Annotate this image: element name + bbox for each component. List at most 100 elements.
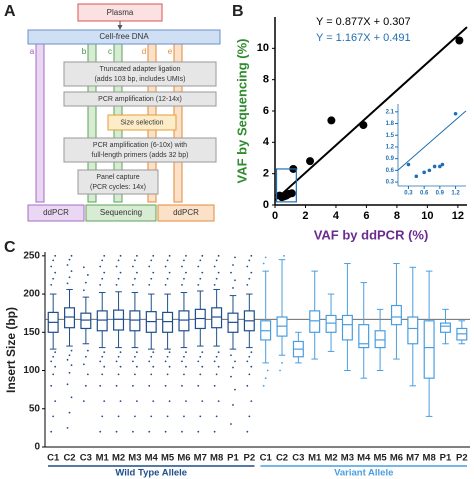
outlier	[134, 373, 136, 376]
lane	[35, 43, 45, 203]
y-tick-label: 1.2	[386, 145, 395, 151]
y-tick-label: 50	[29, 403, 41, 414]
point	[306, 157, 315, 166]
outlier	[246, 430, 249, 433]
point	[406, 162, 411, 167]
outlier	[264, 256, 267, 259]
outlier	[213, 283, 216, 286]
y-tick-label: 10	[257, 42, 269, 54]
outlier	[50, 360, 53, 363]
outlier	[183, 373, 185, 376]
point	[414, 174, 419, 179]
x-tick-label: C1	[260, 453, 273, 464]
x-tick-label: 0.9	[436, 191, 445, 197]
step-label: full-length primers (adds 32 bp)	[92, 152, 189, 159]
x-tick-label: 0.3	[404, 191, 413, 197]
outlier	[246, 283, 249, 286]
x-tick-label: 10	[421, 210, 433, 222]
outlier	[134, 259, 136, 262]
outlier	[99, 283, 102, 286]
x-tick-label: 8	[394, 210, 400, 222]
box	[113, 309, 125, 331]
outlier	[134, 355, 136, 358]
box	[358, 324, 370, 349]
outlier	[148, 360, 151, 363]
outlier	[152, 254, 155, 257]
outlier	[84, 384, 87, 387]
x-tick-label: M3	[128, 453, 141, 464]
outlier	[264, 377, 267, 380]
outlier	[250, 400, 253, 403]
outlier	[262, 384, 265, 387]
x-tick-label: M1	[96, 453, 110, 464]
outlier	[168, 271, 171, 274]
outlier	[68, 276, 71, 279]
outlier	[84, 281, 87, 284]
outlier	[201, 254, 204, 257]
outlier	[183, 355, 185, 358]
outlier	[230, 375, 232, 378]
outlier	[152, 400, 155, 403]
outlier	[234, 360, 236, 363]
outlier	[132, 283, 134, 286]
point	[327, 116, 336, 125]
outlier	[230, 354, 232, 357]
outlier	[181, 283, 183, 286]
outlier	[199, 355, 202, 358]
outlier	[68, 354, 71, 357]
point	[427, 168, 432, 173]
x-tick-label: P2	[456, 453, 468, 464]
outlier	[150, 415, 153, 418]
x-tick-label: M5	[161, 453, 175, 464]
outlier	[54, 351, 57, 354]
outlier	[115, 384, 118, 387]
outlier	[232, 366, 234, 369]
outlier	[99, 360, 102, 363]
y-tick-label: 0.6	[386, 168, 395, 174]
outlier	[66, 358, 69, 361]
outlier	[115, 265, 118, 268]
outlier	[213, 384, 216, 387]
outlier	[152, 351, 155, 354]
step-box	[77, 169, 159, 195]
outlier	[185, 254, 187, 257]
x-tick-label: C3	[292, 453, 304, 464]
zoom-box	[275, 168, 297, 203]
outlier	[185, 400, 187, 403]
outlier	[166, 415, 169, 418]
outlier	[54, 271, 57, 274]
outlier	[103, 271, 106, 274]
outlier	[215, 277, 218, 280]
outlier	[148, 283, 151, 286]
lane-label: a	[30, 47, 35, 56]
outlier	[152, 365, 155, 368]
box	[178, 310, 190, 332]
x-tick-label: M3	[341, 453, 354, 464]
outlier	[52, 355, 55, 358]
pool-label: Cell-free DNA	[99, 32, 149, 41]
outlier	[197, 283, 200, 286]
y-tick-label: 0.9	[386, 156, 395, 162]
outlier	[201, 351, 204, 354]
outlier	[82, 363, 85, 366]
box	[390, 304, 402, 326]
x-tick-label: C2	[276, 453, 288, 464]
box	[211, 307, 223, 329]
fit-line	[397, 110, 467, 171]
pool-box	[27, 29, 221, 45]
outlier	[101, 355, 104, 358]
outlier	[232, 404, 234, 406]
outlier	[215, 259, 218, 262]
outlier	[68, 371, 71, 374]
x-tick-label: 0	[272, 210, 278, 222]
outlier	[152, 271, 155, 274]
outlier	[217, 254, 220, 257]
x-tick-label: 12	[452, 210, 464, 222]
outlier	[201, 271, 204, 274]
box	[309, 310, 321, 333]
y-tick-label: 0	[34, 442, 40, 453]
box	[96, 310, 108, 332]
x-tick-label: P2	[244, 453, 256, 464]
box	[423, 320, 435, 379]
